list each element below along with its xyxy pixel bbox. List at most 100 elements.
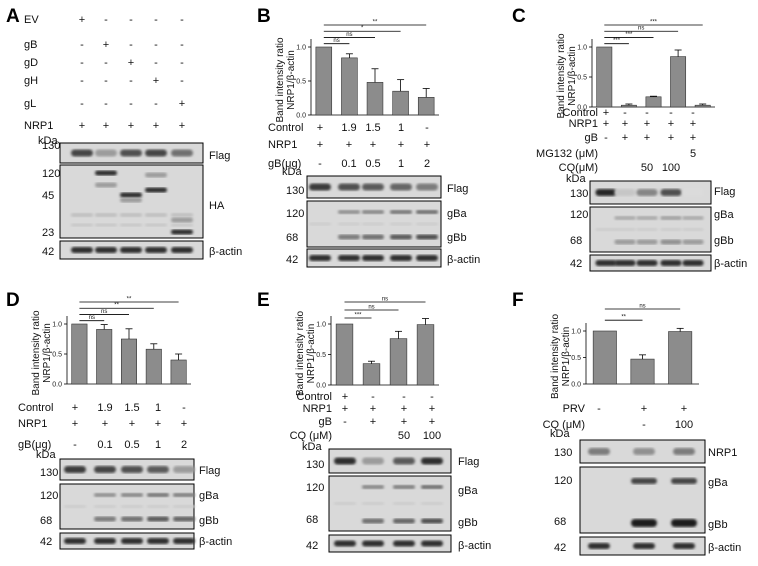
row-cell: 1 [155, 439, 161, 451]
band [121, 538, 143, 544]
y-tick-label: 0.5 [577, 75, 587, 82]
row-cell: + [370, 416, 376, 428]
blot-strip: 130 Flag [570, 180, 735, 205]
row-label: NRP1 [24, 120, 53, 132]
band [71, 247, 93, 253]
band [660, 189, 682, 196]
row-label: CQ (μM) [543, 419, 585, 431]
y-tick-label: 1.0 [577, 45, 587, 52]
band [95, 170, 117, 176]
blot-label: gBb [199, 515, 219, 527]
y-label-line2: NRP1/β-actin [567, 46, 578, 106]
row-cell: + [424, 139, 430, 151]
bar [315, 46, 333, 116]
band [145, 187, 167, 193]
blot-label: gBb [708, 519, 728, 531]
row-label: Control [563, 107, 598, 119]
row-cell: + [342, 391, 348, 403]
panel-letter-E: E [257, 290, 270, 311]
band [614, 260, 636, 266]
row-cell: - [691, 107, 695, 119]
y-tick-label: 0.0 [296, 113, 306, 120]
row-cell: + [128, 120, 134, 132]
y-label-line1: Band intensity ratio [295, 311, 306, 396]
blot-strip: 130 NRP1 [554, 439, 737, 464]
band [95, 213, 117, 217]
blot-label: gBb [447, 232, 467, 244]
row-label: gB [24, 39, 37, 51]
band [362, 457, 384, 465]
band [95, 247, 117, 253]
bar [417, 97, 435, 116]
band [595, 228, 617, 231]
kda-marker: 68 [306, 514, 318, 526]
band [120, 149, 142, 157]
row-cell: - [645, 107, 649, 119]
row-cell: - [371, 391, 375, 403]
row-cell: - [182, 402, 186, 414]
blot-label: Flag [199, 465, 220, 477]
blot-strip: 130 Flag [286, 175, 468, 199]
row-cell: - [80, 98, 84, 110]
band [334, 540, 356, 547]
blot-label: gBa [458, 485, 478, 497]
row-label: NRP1 [569, 118, 598, 130]
bar [366, 82, 384, 116]
panel-A: A EV + - - - - gB - + - - - gD - - + - - gH - - - + - gL - - - - + NRP1… [6, 6, 242, 260]
band [595, 260, 617, 266]
kda-label: kDa [36, 449, 56, 461]
y-tick-label: 0.0 [316, 383, 326, 390]
blot-label: Flag [458, 456, 479, 468]
band [338, 255, 360, 261]
row-label: gL [24, 98, 36, 110]
band [614, 228, 636, 231]
row-cell: + [603, 107, 609, 119]
band [147, 538, 169, 544]
row-cell: - [180, 57, 184, 69]
blot-strip: 42 β-actin [40, 532, 232, 550]
blot-label: NRP1 [708, 447, 737, 459]
sig-label: ns [346, 32, 352, 38]
row-label: gB [319, 416, 332, 428]
band [390, 234, 412, 240]
row-cell: 5 [690, 148, 696, 160]
band [120, 197, 142, 203]
kda-marker: 42 [40, 536, 52, 548]
row-cell: + [346, 139, 352, 151]
bar [362, 363, 381, 386]
blot-frame [328, 534, 452, 553]
row-cell: - [154, 39, 158, 51]
sig-label: ns [333, 38, 339, 44]
band [64, 538, 86, 544]
band [64, 466, 86, 473]
row-cell: + [342, 403, 348, 415]
blot-strip: 120 45 23 HA [42, 164, 225, 239]
bar [592, 330, 617, 385]
panel-letter-A: A [6, 6, 20, 27]
y-tick-label: 0.5 [571, 355, 581, 362]
row-cell: - [425, 122, 429, 134]
row-cell: + [622, 132, 628, 144]
band [147, 505, 169, 508]
kda-marker: 120 [286, 208, 304, 220]
panel-letter-F: F [512, 290, 524, 311]
kda-label: kDa [38, 135, 58, 147]
y-tick-label: 0.5 [296, 79, 306, 86]
y-label-line2: NRP1/β-actin [42, 323, 53, 383]
bar [96, 329, 113, 385]
band [171, 217, 193, 223]
band [362, 255, 384, 261]
row-cell: 100 [423, 430, 441, 442]
kda-marker: 68 [554, 516, 566, 528]
band [682, 239, 704, 245]
band [390, 210, 412, 214]
blot-label: Flag [209, 150, 230, 162]
blot-strip: 42 β-actin [306, 534, 491, 553]
row-label: Control [18, 402, 53, 414]
band [338, 183, 360, 191]
band [390, 222, 412, 226]
row-label: NRP1 [268, 139, 297, 151]
row-cell: - [129, 75, 133, 87]
